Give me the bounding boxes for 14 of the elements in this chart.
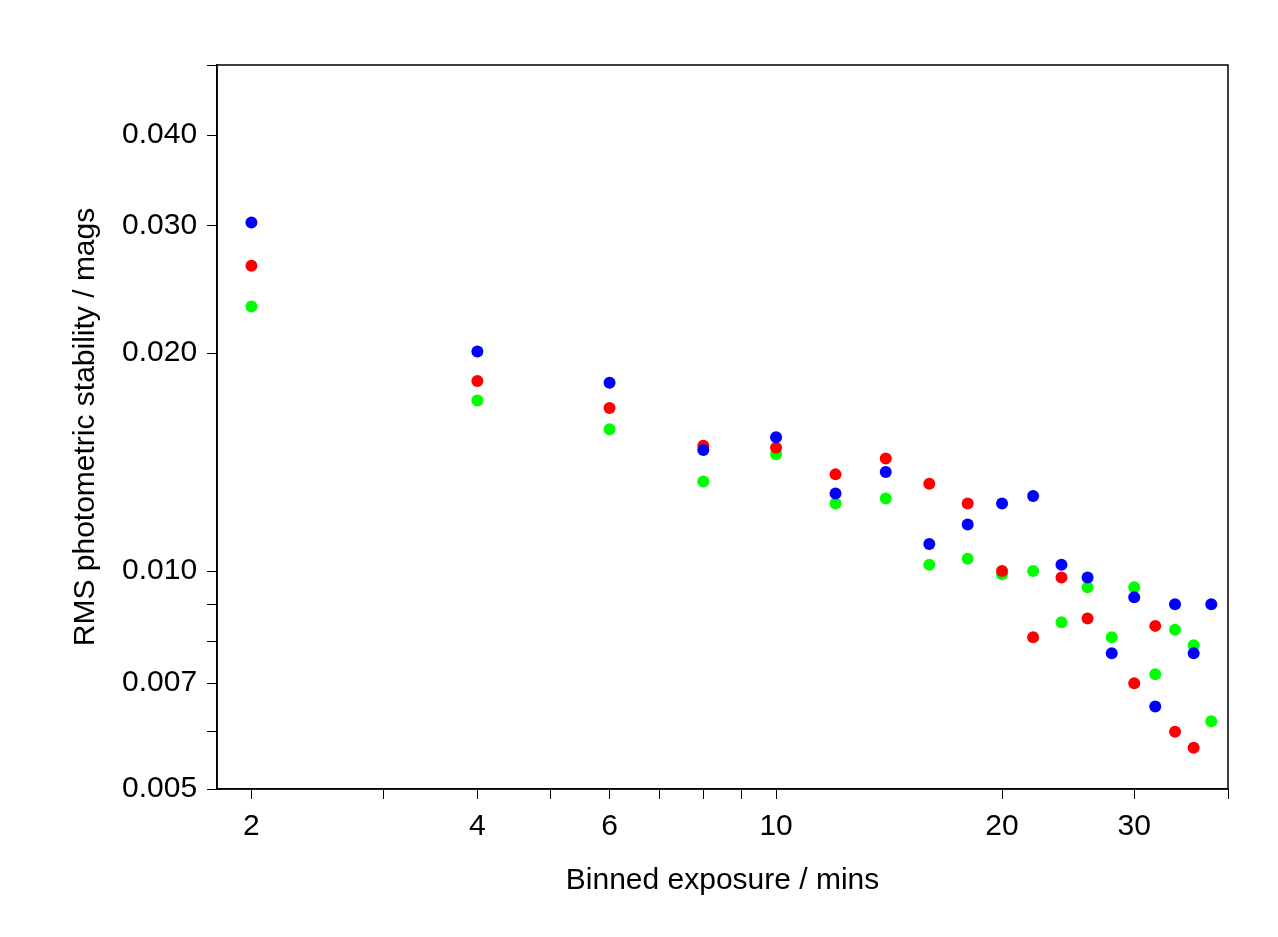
y-tick-label: 0.005 xyxy=(122,770,198,804)
x-axis-title: Binned exposure / mins xyxy=(565,862,880,896)
y-tick-label: 0.030 xyxy=(122,206,198,240)
y-tick-label: 0.007 xyxy=(122,664,198,698)
y-tick-label: 0.040 xyxy=(122,116,198,150)
y-tick-label: 0.020 xyxy=(122,334,198,368)
x-tick-label: 6 xyxy=(601,808,618,842)
x-tick-label: 2 xyxy=(243,808,260,842)
x-tick-label: 20 xyxy=(985,808,1019,842)
y-tick-label: 0.010 xyxy=(122,552,198,586)
x-tick-label: 30 xyxy=(1117,808,1151,842)
x-tick-label: 4 xyxy=(469,808,486,842)
y-axis-title: RMS photometric stability / mags xyxy=(67,207,101,647)
x-tick-label: 10 xyxy=(759,808,793,842)
